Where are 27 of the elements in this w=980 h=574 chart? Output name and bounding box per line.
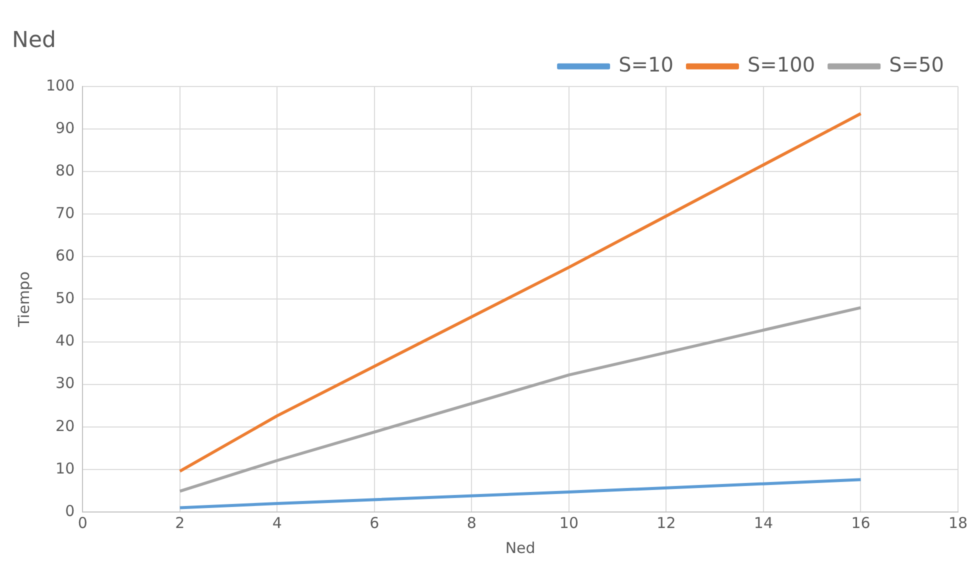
y-axis-title: Tiempo xyxy=(14,271,33,328)
y-tick-label: 60 xyxy=(56,246,75,265)
legend-label: S=50 xyxy=(889,52,944,77)
y-tick-label: 30 xyxy=(56,374,75,392)
x-tick-label: 6 xyxy=(370,514,380,532)
y-tick-label: 70 xyxy=(56,204,75,222)
y-tick-label: 80 xyxy=(56,161,75,180)
y-tick-label: 0 xyxy=(65,502,75,520)
x-axis-title: Ned xyxy=(505,538,536,557)
x-tick-label: 4 xyxy=(272,514,282,532)
x-tick-label: 10 xyxy=(559,514,578,532)
y-tick-label: 10 xyxy=(56,459,75,478)
y-tick-label: 100 xyxy=(46,76,75,94)
y-tick-label: 50 xyxy=(56,289,75,308)
x-tick-label: 14 xyxy=(754,514,774,532)
x-tick-label: 2 xyxy=(175,514,185,532)
y-tick-label: 90 xyxy=(56,118,75,137)
legend-label: S=100 xyxy=(747,52,816,77)
y-tick-label: 20 xyxy=(56,416,75,435)
x-tick-label: 12 xyxy=(656,514,676,532)
legend-label: S=10 xyxy=(618,52,674,77)
y-tick-label: 40 xyxy=(56,332,75,350)
chart-title: Ned xyxy=(12,28,56,53)
x-tick-label: 0 xyxy=(78,514,88,532)
x-tick-label: 16 xyxy=(851,514,870,532)
x-tick-label: 18 xyxy=(948,514,968,532)
x-tick-label: 8 xyxy=(466,514,476,532)
